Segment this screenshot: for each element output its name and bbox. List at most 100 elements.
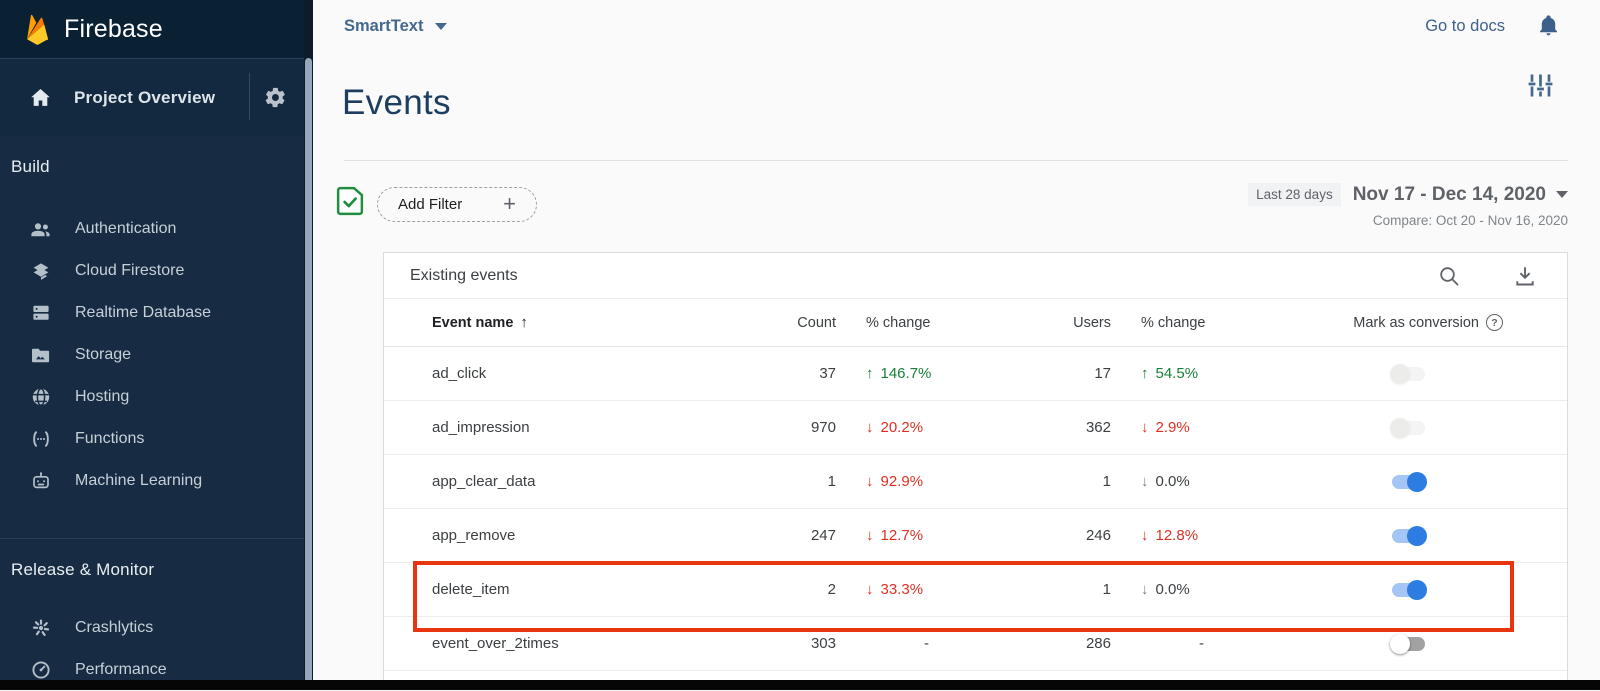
- event-name[interactable]: app_clear_data: [432, 473, 536, 490]
- sidebar-item-project-overview[interactable]: Project Overview: [0, 58, 313, 136]
- arrow-up-icon: ↑: [866, 365, 874, 382]
- column-count[interactable]: Count: [797, 314, 836, 331]
- download-button[interactable]: [1513, 264, 1537, 288]
- project-overview-label: Project Overview: [74, 87, 216, 107]
- mark-as-conversion-toggle[interactable]: [1390, 633, 1427, 654]
- functions-icon: [29, 430, 53, 448]
- bell-icon: [1537, 13, 1560, 38]
- divider: [249, 73, 250, 120]
- sidebar-item-label: Cloud Firestore: [75, 262, 185, 279]
- event-name[interactable]: app_remove: [432, 527, 516, 544]
- percent-change-cell: ↓ 20.2%: [836, 419, 1016, 436]
- sidebar-item-realtime-database[interactable]: Realtime Database: [0, 292, 313, 334]
- sidebar-item-label: Crashlytics: [75, 619, 154, 636]
- table-row-ad-click: ad_click 37 ↑ 146.7% 17 ↑ 54.5%: [384, 347, 1567, 401]
- sidebar-item-crashlytics[interactable]: Crashlytics: [0, 607, 313, 649]
- event-count: 303: [810, 635, 836, 652]
- percent-change-cell: -: [1111, 635, 1291, 652]
- toggle-knob: [1390, 417, 1410, 438]
- mark-as-conversion-toggle: [1390, 363, 1427, 384]
- column-event-name[interactable]: Event name ↑: [432, 314, 528, 331]
- toggle-knob: [1407, 525, 1427, 546]
- speedometer-icon: [29, 660, 53, 680]
- no-change-dash: -: [924, 635, 929, 652]
- mark-as-conversion-toggle: [1390, 417, 1427, 438]
- help-icon[interactable]: ?: [1486, 314, 1503, 331]
- event-count: 247: [810, 527, 836, 544]
- percent-change-value: 12.8%: [1155, 527, 1199, 544]
- customize-report-button[interactable]: [1527, 72, 1554, 99]
- firebase-logo[interactable]: Firebase: [0, 0, 313, 58]
- event-users: 286: [1085, 635, 1111, 652]
- table-row-event-over-2times: event_over_2times 303 - 286 -: [384, 617, 1567, 671]
- no-change-dash: -: [1199, 635, 1204, 652]
- arrow-up-icon: ↑: [1141, 365, 1149, 382]
- percent-change-value: 54.5%: [1155, 365, 1199, 382]
- event-name[interactable]: event_over_2times: [432, 635, 559, 652]
- sidebar-item-performance[interactable]: Performance: [0, 649, 313, 691]
- robot-icon: [29, 471, 53, 491]
- add-filter-button[interactable]: Add Filter +: [377, 187, 537, 222]
- percent-change-cell: ↓ 0.0%: [1111, 473, 1291, 490]
- percent-change-value: 146.7%: [880, 365, 932, 382]
- firestore-icon: [29, 261, 53, 281]
- event-name[interactable]: delete_item: [432, 581, 510, 598]
- arrow-down-icon: ↓: [1141, 419, 1149, 436]
- sidebar-item-authentication[interactable]: Authentication: [0, 208, 313, 250]
- go-to-docs-link[interactable]: Go to docs: [1425, 17, 1505, 35]
- page-title: Events: [342, 83, 451, 123]
- event-users: 17: [1094, 365, 1111, 382]
- conversion-cell: [1291, 525, 1567, 546]
- sidebar-item-hosting[interactable]: Hosting: [0, 376, 313, 418]
- sidebar-item-label: Machine Learning: [75, 472, 203, 489]
- percent-change-cell: ↓ 12.7%: [836, 527, 1016, 544]
- column-users[interactable]: Users: [1073, 314, 1111, 331]
- database-icon: [29, 304, 53, 322]
- events-table-body: ad_click 37 ↑ 146.7% 17 ↑ 54.5% ad_impression 97…: [384, 347, 1567, 671]
- download-icon: [1513, 264, 1537, 288]
- mark-as-conversion-toggle[interactable]: [1390, 579, 1427, 600]
- arrow-down-icon: ↓: [866, 581, 874, 598]
- conversion-cell: [1291, 579, 1567, 600]
- screenshot-bottom-border: [0, 680, 1600, 690]
- section-heading-build: Build: [11, 157, 50, 176]
- sidebar-nav: Build Authentication Cloud Firestore Realti…: [0, 152, 313, 691]
- event-count: 2: [827, 581, 836, 598]
- sidebar-item-storage[interactable]: Storage: [0, 334, 313, 376]
- toggle-knob: [1407, 471, 1427, 492]
- firebase-flame-icon: [24, 12, 51, 46]
- percent-change-cell: ↓ 12.8%: [1111, 527, 1291, 544]
- sidebar-item-cloud-firestore[interactable]: Cloud Firestore: [0, 250, 313, 292]
- home-icon: [30, 88, 51, 107]
- sidebar-divider: [0, 538, 313, 539]
- project-selector-label: SmartText: [344, 17, 424, 35]
- search-button[interactable]: [1437, 264, 1461, 288]
- globe-icon: [29, 387, 53, 407]
- chevron-down-icon: [1556, 191, 1568, 198]
- mark-as-conversion-toggle[interactable]: [1390, 471, 1427, 492]
- percent-change-cell: ↓ 92.9%: [836, 473, 1016, 490]
- column-mark-as-conversion: Mark as conversion ?: [1291, 314, 1567, 331]
- percent-change-value: 12.7%: [880, 527, 924, 544]
- event-name[interactable]: ad_impression: [432, 419, 530, 436]
- nav-items: Authentication Cloud Firestore Realtime Da…: [0, 208, 313, 502]
- sort-ascending-icon: ↑: [520, 314, 528, 331]
- toggle-knob: [1390, 633, 1410, 654]
- event-users: 362: [1085, 419, 1111, 436]
- conversion-cell: [1291, 363, 1567, 384]
- notifications-button[interactable]: [1537, 13, 1560, 38]
- sidebar-item-machine-learning[interactable]: Machine Learning: [0, 460, 313, 502]
- sidebar-item-label: Authentication: [75, 220, 177, 237]
- date-range-label: Nov 17 - Dec 14, 2020: [1352, 183, 1546, 205]
- percent-change-cell: ↑ 146.7%: [836, 365, 1016, 382]
- sidebar-item-functions[interactable]: Functions: [0, 418, 313, 460]
- event-name[interactable]: ad_click: [432, 365, 487, 382]
- brand-name: Firebase: [64, 14, 163, 43]
- sidebar-scrollbar-thumb[interactable]: [305, 58, 312, 690]
- sidebar-item-label: Performance: [75, 661, 167, 678]
- mark-as-conversion-toggle[interactable]: [1390, 525, 1427, 546]
- project-selector[interactable]: SmartText: [344, 17, 448, 36]
- date-range-selector[interactable]: Nov 17 - Dec 14, 2020: [1353, 184, 1568, 206]
- percent-change-value: 2.9%: [1155, 419, 1190, 436]
- project-settings-button[interactable]: [264, 59, 287, 136]
